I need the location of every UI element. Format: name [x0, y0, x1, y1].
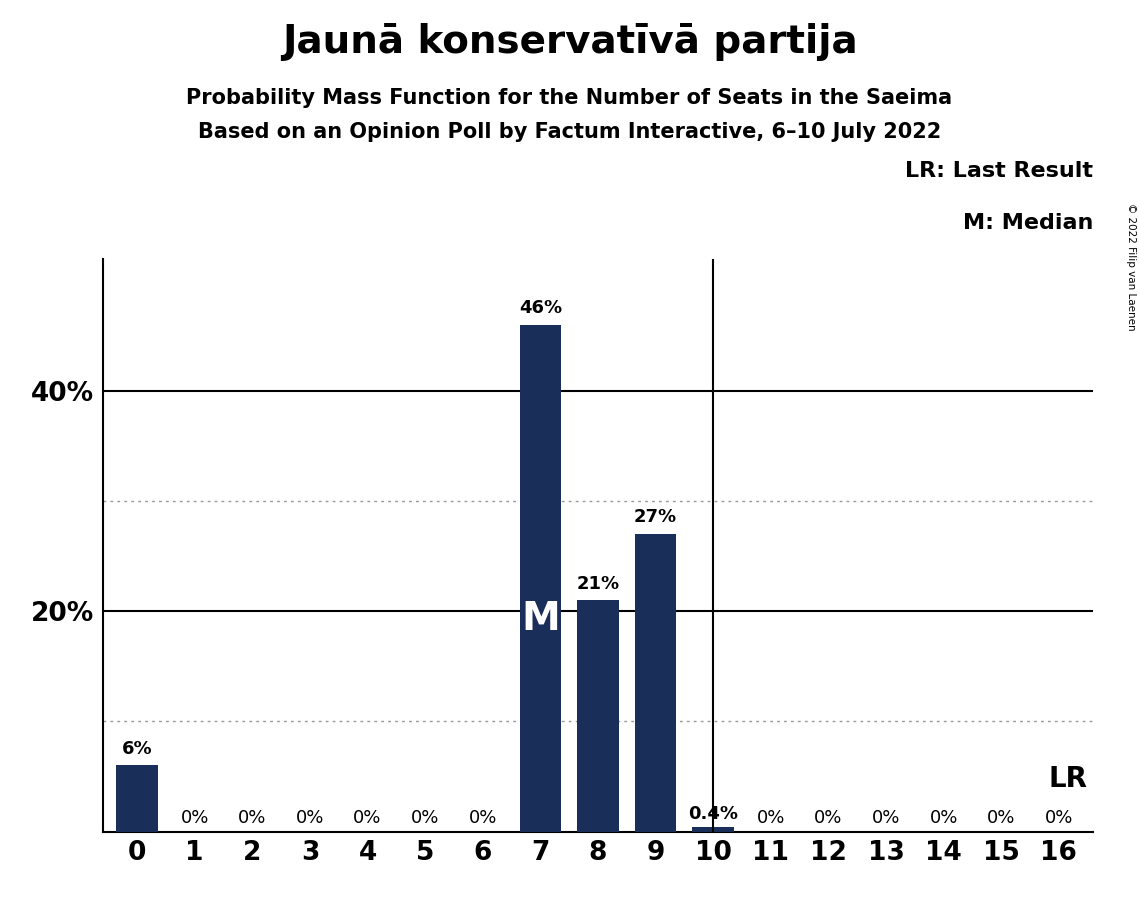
Text: Based on an Opinion Poll by Factum Interactive, 6–10 July 2022: Based on an Opinion Poll by Factum Inter… — [198, 122, 941, 142]
Text: LR: Last Result: LR: Last Result — [906, 162, 1093, 181]
Text: 21%: 21% — [576, 575, 620, 592]
Text: M: Median: M: Median — [964, 213, 1093, 233]
Text: 46%: 46% — [518, 299, 562, 317]
Text: 0%: 0% — [756, 809, 785, 827]
Text: 0%: 0% — [296, 809, 325, 827]
Text: 0.4%: 0.4% — [688, 805, 738, 822]
Text: 0%: 0% — [353, 809, 382, 827]
Text: 6%: 6% — [122, 740, 153, 758]
Text: LR: LR — [1049, 765, 1088, 793]
Bar — [693, 827, 734, 832]
Text: © 2022 Filip van Laenen: © 2022 Filip van Laenen — [1126, 203, 1136, 331]
Text: Probability Mass Function for the Number of Seats in the Saeima: Probability Mass Function for the Number… — [187, 88, 952, 108]
Text: Jaunā konservatīvā partija: Jaunā konservatīvā partija — [281, 23, 858, 61]
Bar — [519, 325, 562, 832]
Text: 0%: 0% — [468, 809, 497, 827]
Text: 0%: 0% — [1044, 809, 1073, 827]
Bar — [634, 534, 677, 832]
Text: 27%: 27% — [634, 508, 678, 527]
Text: 0%: 0% — [988, 809, 1016, 827]
Text: 0%: 0% — [180, 809, 208, 827]
Text: 0%: 0% — [238, 809, 267, 827]
Text: 0%: 0% — [814, 809, 843, 827]
Text: 0%: 0% — [411, 809, 440, 827]
Bar — [577, 601, 618, 832]
Text: 0%: 0% — [871, 809, 900, 827]
Bar — [116, 765, 158, 832]
Text: 0%: 0% — [929, 809, 958, 827]
Text: M: M — [521, 600, 559, 638]
